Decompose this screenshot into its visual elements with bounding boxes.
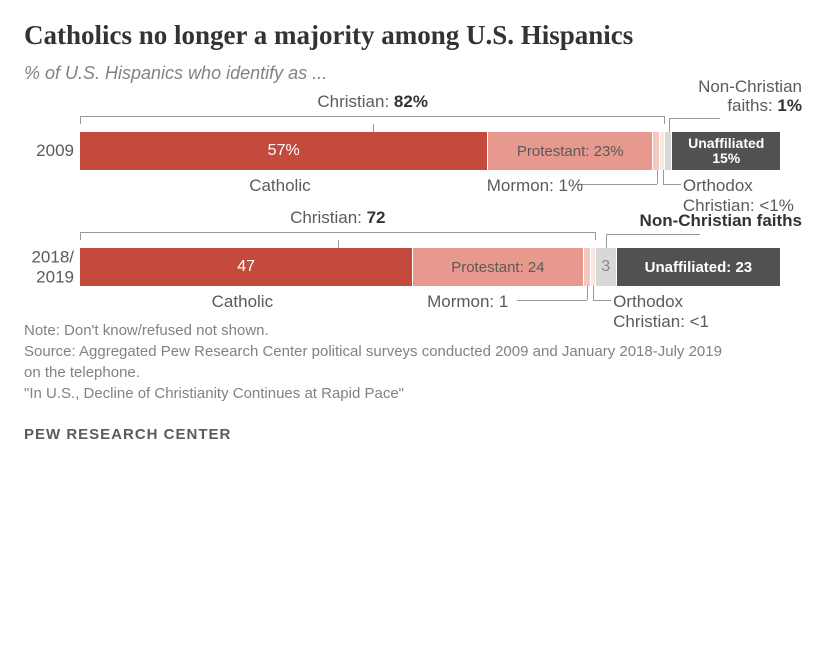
note-line: "In U.S., Decline of Christianity Contin…: [24, 383, 724, 404]
christian-total-label: Christian: 72: [290, 208, 385, 228]
under-label-catholic: Catholic: [212, 292, 273, 312]
under-label-mormon: Mormon: 1: [427, 292, 508, 312]
nonchristian-label: Non-Christian faiths: 1%: [698, 78, 802, 115]
note-line: Source: Aggregated Pew Research Center p…: [24, 341, 724, 383]
nonchristian-connector: [606, 234, 607, 248]
segment-catholic: 47: [80, 248, 413, 286]
orthodox-connector: [593, 286, 594, 300]
segment-unaffiliated: Unaffiliated: 23: [617, 248, 780, 286]
stacked-bar: 47 Protestant: 24 3 Unaffiliated: 23: [80, 248, 780, 286]
under-label-orthodox: OrthodoxChristian: <1%: [683, 176, 823, 215]
segment-value-label: Protestant: 23%: [517, 143, 624, 160]
nonchristian-connector: [669, 118, 670, 132]
segment-value-label: 3: [601, 258, 610, 276]
chart-row: 2009Christian: 82%Non-Christian faiths: …: [80, 132, 802, 170]
year-label: 2018/ 2019: [24, 247, 74, 286]
christian-total-label: Christian: 82%: [317, 92, 428, 112]
mormon-connector: [657, 170, 658, 184]
mormon-connector: [587, 286, 588, 300]
segment-unaffiliated: Unaffiliated15%: [672, 132, 779, 170]
chart-row: 2018/ 2019Christian: 72Non-Christian fai…: [80, 248, 802, 286]
christian-bracket: Christian: 72: [80, 226, 596, 248]
orthodox-connector: [663, 170, 664, 184]
stacked-bar: 57% Protestant: 23% Unaffiliated15%: [80, 132, 780, 170]
under-label-catholic: Catholic: [249, 176, 310, 196]
segment-value-label: 47: [237, 258, 255, 276]
chart-subtitle: % of U.S. Hispanics who identify as ...: [24, 63, 812, 84]
under-label-mormon: Mormon: 1%: [487, 176, 583, 196]
segment-mormon: [584, 248, 591, 286]
segment-value-label: 57%: [268, 142, 300, 160]
christian-bracket: Christian: 82%: [80, 110, 665, 132]
segment-protestant: Protestant: 24: [413, 248, 583, 286]
year-label: 2009: [24, 141, 74, 161]
chart-title: Catholics no longer a majority among U.S…: [24, 20, 812, 51]
segment-nonchristian: 3: [596, 248, 617, 286]
segment-value-label: Unaffiliated15%: [688, 136, 764, 167]
segment-catholic: 57%: [80, 132, 488, 170]
segment-nonchristian: [665, 132, 672, 170]
segment-value-label: Protestant: 24: [451, 259, 544, 276]
segment-protestant: Protestant: 23%: [488, 132, 653, 170]
under-label-orthodox: OrthodoxChristian: <1: [613, 292, 753, 331]
nonchristian-label: Non-Christian faiths: [640, 212, 802, 231]
segment-mormon: [653, 132, 660, 170]
chart-notes: Note: Don't know/refused not shown. Sour…: [24, 320, 724, 404]
segment-value-label: Unaffiliated: 23: [645, 259, 753, 276]
footer-attribution: Pew Research Center: [24, 426, 812, 443]
chart-area: 2009Christian: 82%Non-Christian faiths: …: [24, 132, 812, 286]
